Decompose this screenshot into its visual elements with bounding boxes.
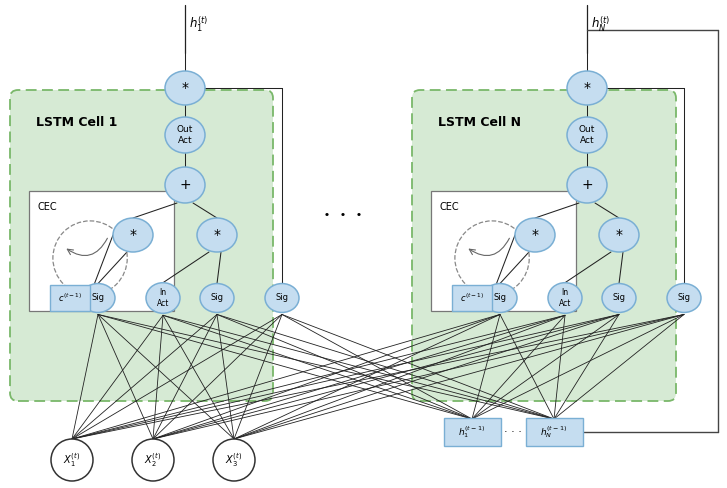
Text: CEC: CEC [440,202,459,212]
Text: Sig: Sig [494,293,507,303]
Ellipse shape [567,167,607,203]
Ellipse shape [165,167,205,203]
FancyBboxPatch shape [431,191,576,311]
Text: *: * [182,81,188,95]
Ellipse shape [567,71,607,105]
Ellipse shape [200,284,234,312]
Text: In
Act: In Act [157,288,169,308]
Text: $X_3^{(t)}$: $X_3^{(t)}$ [225,451,243,469]
Text: *: * [531,228,539,242]
Text: $h_1^{(t-1)}$: $h_1^{(t-1)}$ [459,424,486,440]
Ellipse shape [567,117,607,153]
Text: $c^{(t-1)}$: $c^{(t-1)}$ [460,292,484,304]
Text: +: + [179,178,190,192]
Ellipse shape [113,218,153,252]
FancyBboxPatch shape [29,191,174,311]
Ellipse shape [483,284,517,312]
Text: $c^{(t-1)}$: $c^{(t-1)}$ [58,292,82,304]
Text: . . .: . . . [323,199,363,222]
Ellipse shape [515,218,555,252]
Text: $X_1^{(t)}$: $X_1^{(t)}$ [63,451,81,469]
Text: Out
Act: Out Act [579,125,595,145]
FancyBboxPatch shape [10,90,273,401]
Text: Out
Act: Out Act [177,125,193,145]
Text: $X_2^{(t)}$: $X_2^{(t)}$ [145,451,161,469]
Text: *: * [584,81,590,95]
FancyBboxPatch shape [50,285,90,311]
FancyBboxPatch shape [412,90,676,401]
Text: In
Act: In Act [559,288,571,308]
Text: LSTM Cell 1: LSTM Cell 1 [36,116,117,129]
Text: *: * [129,228,137,242]
Text: · · ·: · · · [504,427,522,437]
Text: *: * [616,228,622,242]
Text: Sig: Sig [276,293,289,303]
Circle shape [132,439,174,481]
Ellipse shape [667,284,701,312]
Ellipse shape [146,283,180,313]
Ellipse shape [602,284,636,312]
Circle shape [51,439,93,481]
FancyBboxPatch shape [526,418,582,446]
Ellipse shape [197,218,237,252]
Text: CEC: CEC [38,202,57,212]
Text: LSTM Cell N: LSTM Cell N [438,116,521,129]
Ellipse shape [165,71,205,105]
Circle shape [213,439,255,481]
Ellipse shape [81,284,115,312]
Text: $h_N^{(t-1)}$: $h_N^{(t-1)}$ [540,424,568,440]
Ellipse shape [265,284,299,312]
Ellipse shape [548,283,582,313]
Ellipse shape [165,117,205,153]
Text: Sig: Sig [678,293,691,303]
Text: +: + [581,178,593,192]
Text: $h_1^{(t)}$: $h_1^{(t)}$ [189,15,209,35]
Text: Sig: Sig [613,293,625,303]
Ellipse shape [599,218,639,252]
Text: Sig: Sig [211,293,223,303]
Text: *: * [214,228,220,242]
Text: Sig: Sig [92,293,105,303]
Text: $h_N^{(t)}$: $h_N^{(t)}$ [591,15,611,35]
FancyBboxPatch shape [452,285,492,311]
FancyBboxPatch shape [443,418,500,446]
